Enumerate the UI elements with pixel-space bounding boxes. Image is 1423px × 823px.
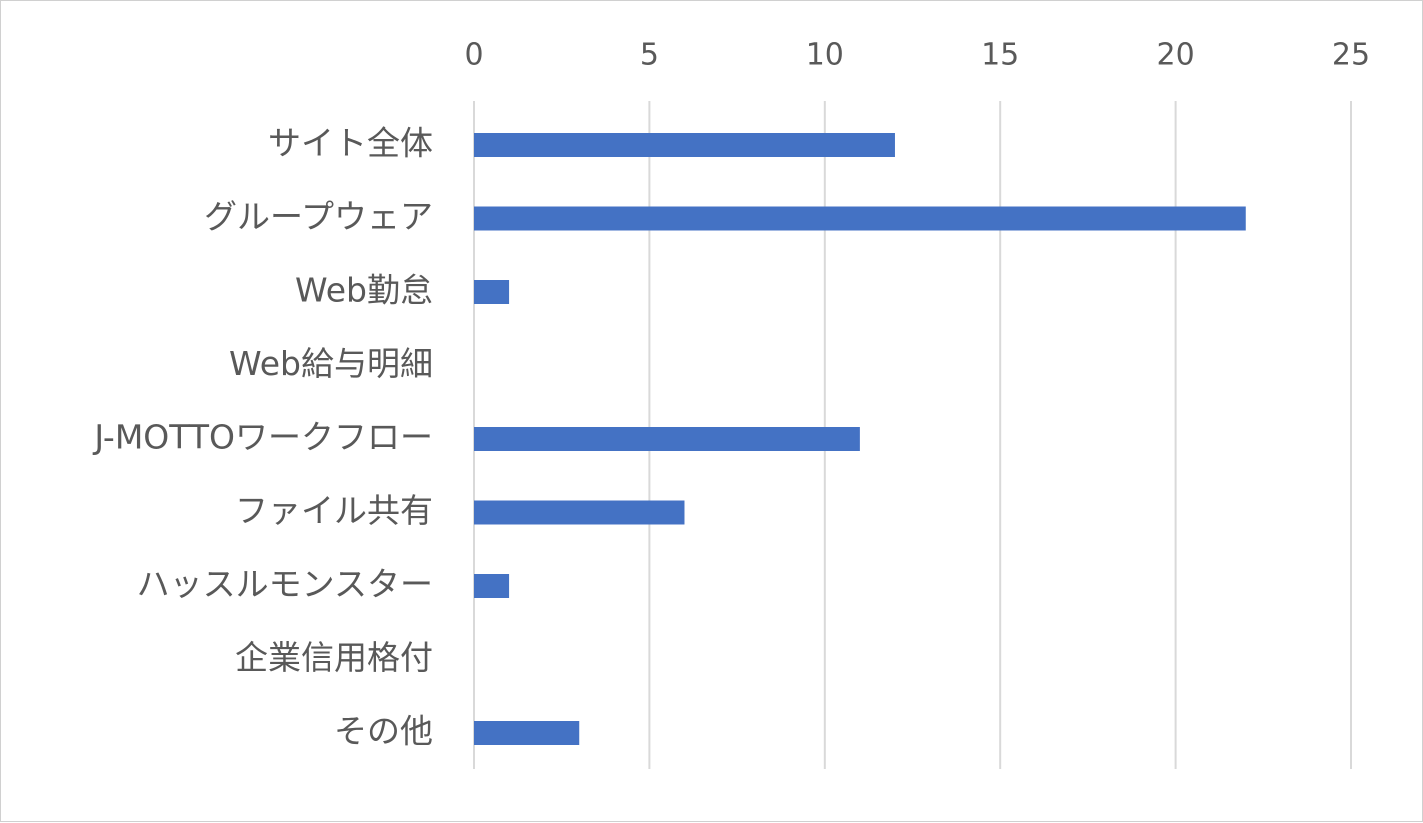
- category-label: Web勤怠: [295, 271, 433, 310]
- x-tick-label: 0: [464, 38, 483, 73]
- category-label: ハッスルモンスター: [137, 565, 433, 604]
- bar: [474, 721, 580, 745]
- bar: [474, 427, 860, 451]
- category-label: J-MOTTOワークフロー: [92, 418, 433, 457]
- bar: [474, 500, 685, 525]
- bar: [474, 280, 510, 304]
- x-tick-label: 20: [1157, 38, 1195, 73]
- x-tick-label: 5: [640, 38, 659, 73]
- x-tick-label: 25: [1332, 38, 1370, 73]
- bar: [474, 206, 1246, 231]
- x-axis-ticks: 0 5 10 15 20 25: [464, 38, 1370, 73]
- category-label: グループウェア: [204, 197, 433, 236]
- category-label: サイト全体: [268, 124, 433, 163]
- x-tick-label: 10: [806, 38, 844, 73]
- category-label: ファイル共有: [235, 491, 433, 530]
- category-label: Web給与明細: [229, 344, 433, 383]
- bar: [474, 574, 510, 598]
- category-label: その他: [334, 712, 433, 751]
- category-label: 企業信用格付: [235, 638, 433, 677]
- bar: [474, 133, 895, 157]
- x-tick-label: 15: [981, 38, 1019, 73]
- bars: [474, 133, 1246, 745]
